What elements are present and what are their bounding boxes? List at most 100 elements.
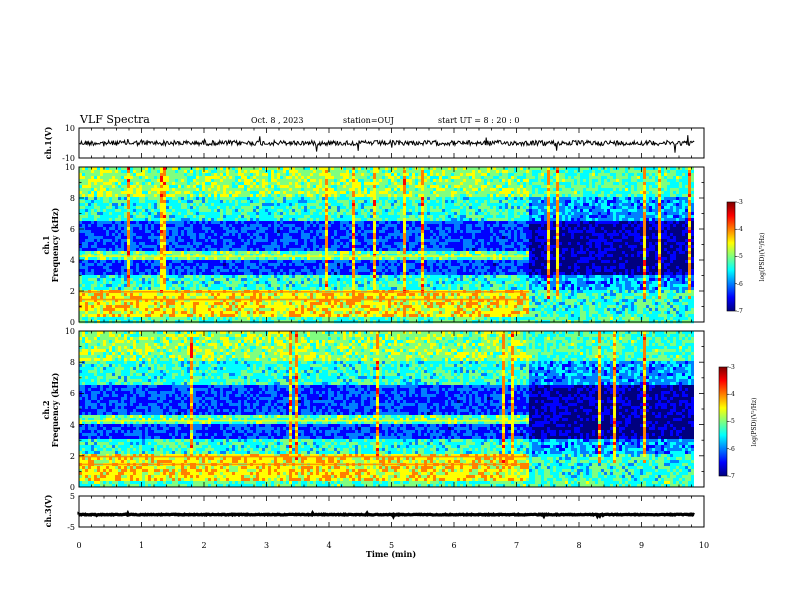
ch1-spec-cell <box>217 248 220 251</box>
ch1-spec-cell <box>280 224 283 227</box>
ch1-spec-cell <box>91 182 94 185</box>
ch1-spec-cell <box>139 215 142 218</box>
ch1-spec-cell <box>115 188 118 191</box>
ch1-spec-cell <box>199 278 202 281</box>
ch1-spec-cell <box>286 275 289 278</box>
ch1-spec-cell <box>112 191 115 194</box>
ch1-spec-cell <box>352 218 355 221</box>
ch1-spec-cell <box>268 206 271 209</box>
ch1-spec-cell <box>121 185 124 188</box>
ch1-spec-cell <box>298 170 301 173</box>
ch1-spec-cell <box>142 170 145 173</box>
ch1-spec-cell <box>283 278 286 281</box>
ch1-spec-cell <box>244 221 247 224</box>
ch1-spec-cell <box>214 245 217 248</box>
ch1-spec-cell <box>283 242 286 245</box>
ch1-spec-cell <box>232 272 235 275</box>
ch1-spec-cell <box>319 221 322 224</box>
ch1-spec-cell <box>91 308 94 311</box>
ch1-spec-cell <box>286 230 289 233</box>
ch1-spec-cell <box>304 197 307 200</box>
ch1-spec-cell <box>319 224 322 227</box>
ch1-spec-cell <box>112 281 115 284</box>
ch1-spec-cell <box>256 239 259 242</box>
ch1-spec-cell <box>250 287 253 290</box>
ch1-spec-cell <box>241 260 244 263</box>
ch1-spec-cell <box>286 203 289 206</box>
ch1-spec-cell <box>355 185 358 188</box>
ch1-spec-cell <box>181 287 184 290</box>
ch1-spec-cell <box>331 266 334 269</box>
ch1-spec-cell <box>184 173 187 176</box>
ch1-spec-cell <box>268 203 271 206</box>
ch1-spec-cell <box>118 287 121 290</box>
ch1-spec-cell <box>229 194 232 197</box>
ch1-spec-cell <box>139 266 142 269</box>
ch1-spec-cell <box>352 233 355 236</box>
ch1-spec-cell <box>262 305 265 308</box>
ch1-spec-cell <box>241 242 244 245</box>
ch1-spec-cell <box>340 278 343 281</box>
ch1-spec-cell <box>259 206 262 209</box>
ch1-spec-cell <box>148 233 151 236</box>
ch1-spec-cell <box>259 182 262 185</box>
ch1-spec-cell <box>88 188 91 191</box>
ch1-spec-cell <box>268 209 271 212</box>
ch1-spec-cell <box>280 242 283 245</box>
ch1-spec-cell <box>193 221 196 224</box>
ch1-spec-cell <box>157 245 160 248</box>
ch1-spec-cell <box>316 314 319 317</box>
ch1-spec-cell <box>289 239 292 242</box>
header-date: Oct. 8 , 2023 <box>251 116 303 125</box>
ch1-spec-cell <box>310 275 313 278</box>
ch1-spec-cell <box>226 257 229 260</box>
ch1-spec-cell <box>277 314 280 317</box>
ch1-spec-cell <box>172 269 175 272</box>
ch1-spec-cell <box>358 170 361 173</box>
ch1-spec-cell <box>202 179 205 182</box>
ch1-spec-cell <box>115 257 118 260</box>
ch1-spec-cell <box>205 194 208 197</box>
ch1-spec-cell <box>85 257 88 260</box>
ch1-spec-cell <box>277 287 280 290</box>
ch1-spec-cell <box>130 281 133 284</box>
ch1-spec-cell <box>277 266 280 269</box>
ch1-spec-cell <box>247 209 250 212</box>
ch1-spec-cell <box>85 239 88 242</box>
ch1-spec-cell <box>199 248 202 251</box>
ch1-spec-cell <box>283 212 286 215</box>
ch1-spec-cell <box>121 215 124 218</box>
ch1-spec-cell <box>223 314 226 317</box>
ch1-spec-cell <box>313 236 316 239</box>
ch1-spec-cell <box>151 251 154 254</box>
ch1-spec-cell <box>325 272 328 275</box>
ch1-spec-cell <box>115 293 118 296</box>
ch1-spec-cell <box>349 305 352 308</box>
ch1-spec-cell <box>349 284 352 287</box>
ch1-spec-cell <box>355 179 358 182</box>
ch1-spec-cell <box>274 179 277 182</box>
ch1-spec-cell <box>328 317 331 320</box>
ch1-spec-cell <box>142 308 145 311</box>
ch1-spec-cell <box>313 257 316 260</box>
ch1-spec-cell <box>292 251 295 254</box>
ch1-spec-cell <box>268 278 271 281</box>
ch1-spec-cell <box>172 218 175 221</box>
ch1-spec-cell <box>235 200 238 203</box>
ch1-spec-cell <box>124 173 127 176</box>
ch1-spec-cell <box>178 230 181 233</box>
ch1-spec-cell <box>349 221 352 224</box>
ch1-spec-cell <box>163 305 166 308</box>
ch1-spec-cell <box>145 302 148 305</box>
ch1-spec-cell <box>241 221 244 224</box>
ch1-spec-cell <box>307 197 310 200</box>
ch1-spec-cell <box>97 293 100 296</box>
ch1-spec-cell <box>172 224 175 227</box>
ch1-spec-cell <box>211 185 214 188</box>
ch1-spec-cell <box>232 209 235 212</box>
ch1-spec-cell <box>85 284 88 287</box>
ch1-spec-cell <box>331 212 334 215</box>
ch1-spec-cell <box>352 302 355 305</box>
ch1-spec-cell <box>259 266 262 269</box>
ch1-spec-cell <box>286 293 289 296</box>
